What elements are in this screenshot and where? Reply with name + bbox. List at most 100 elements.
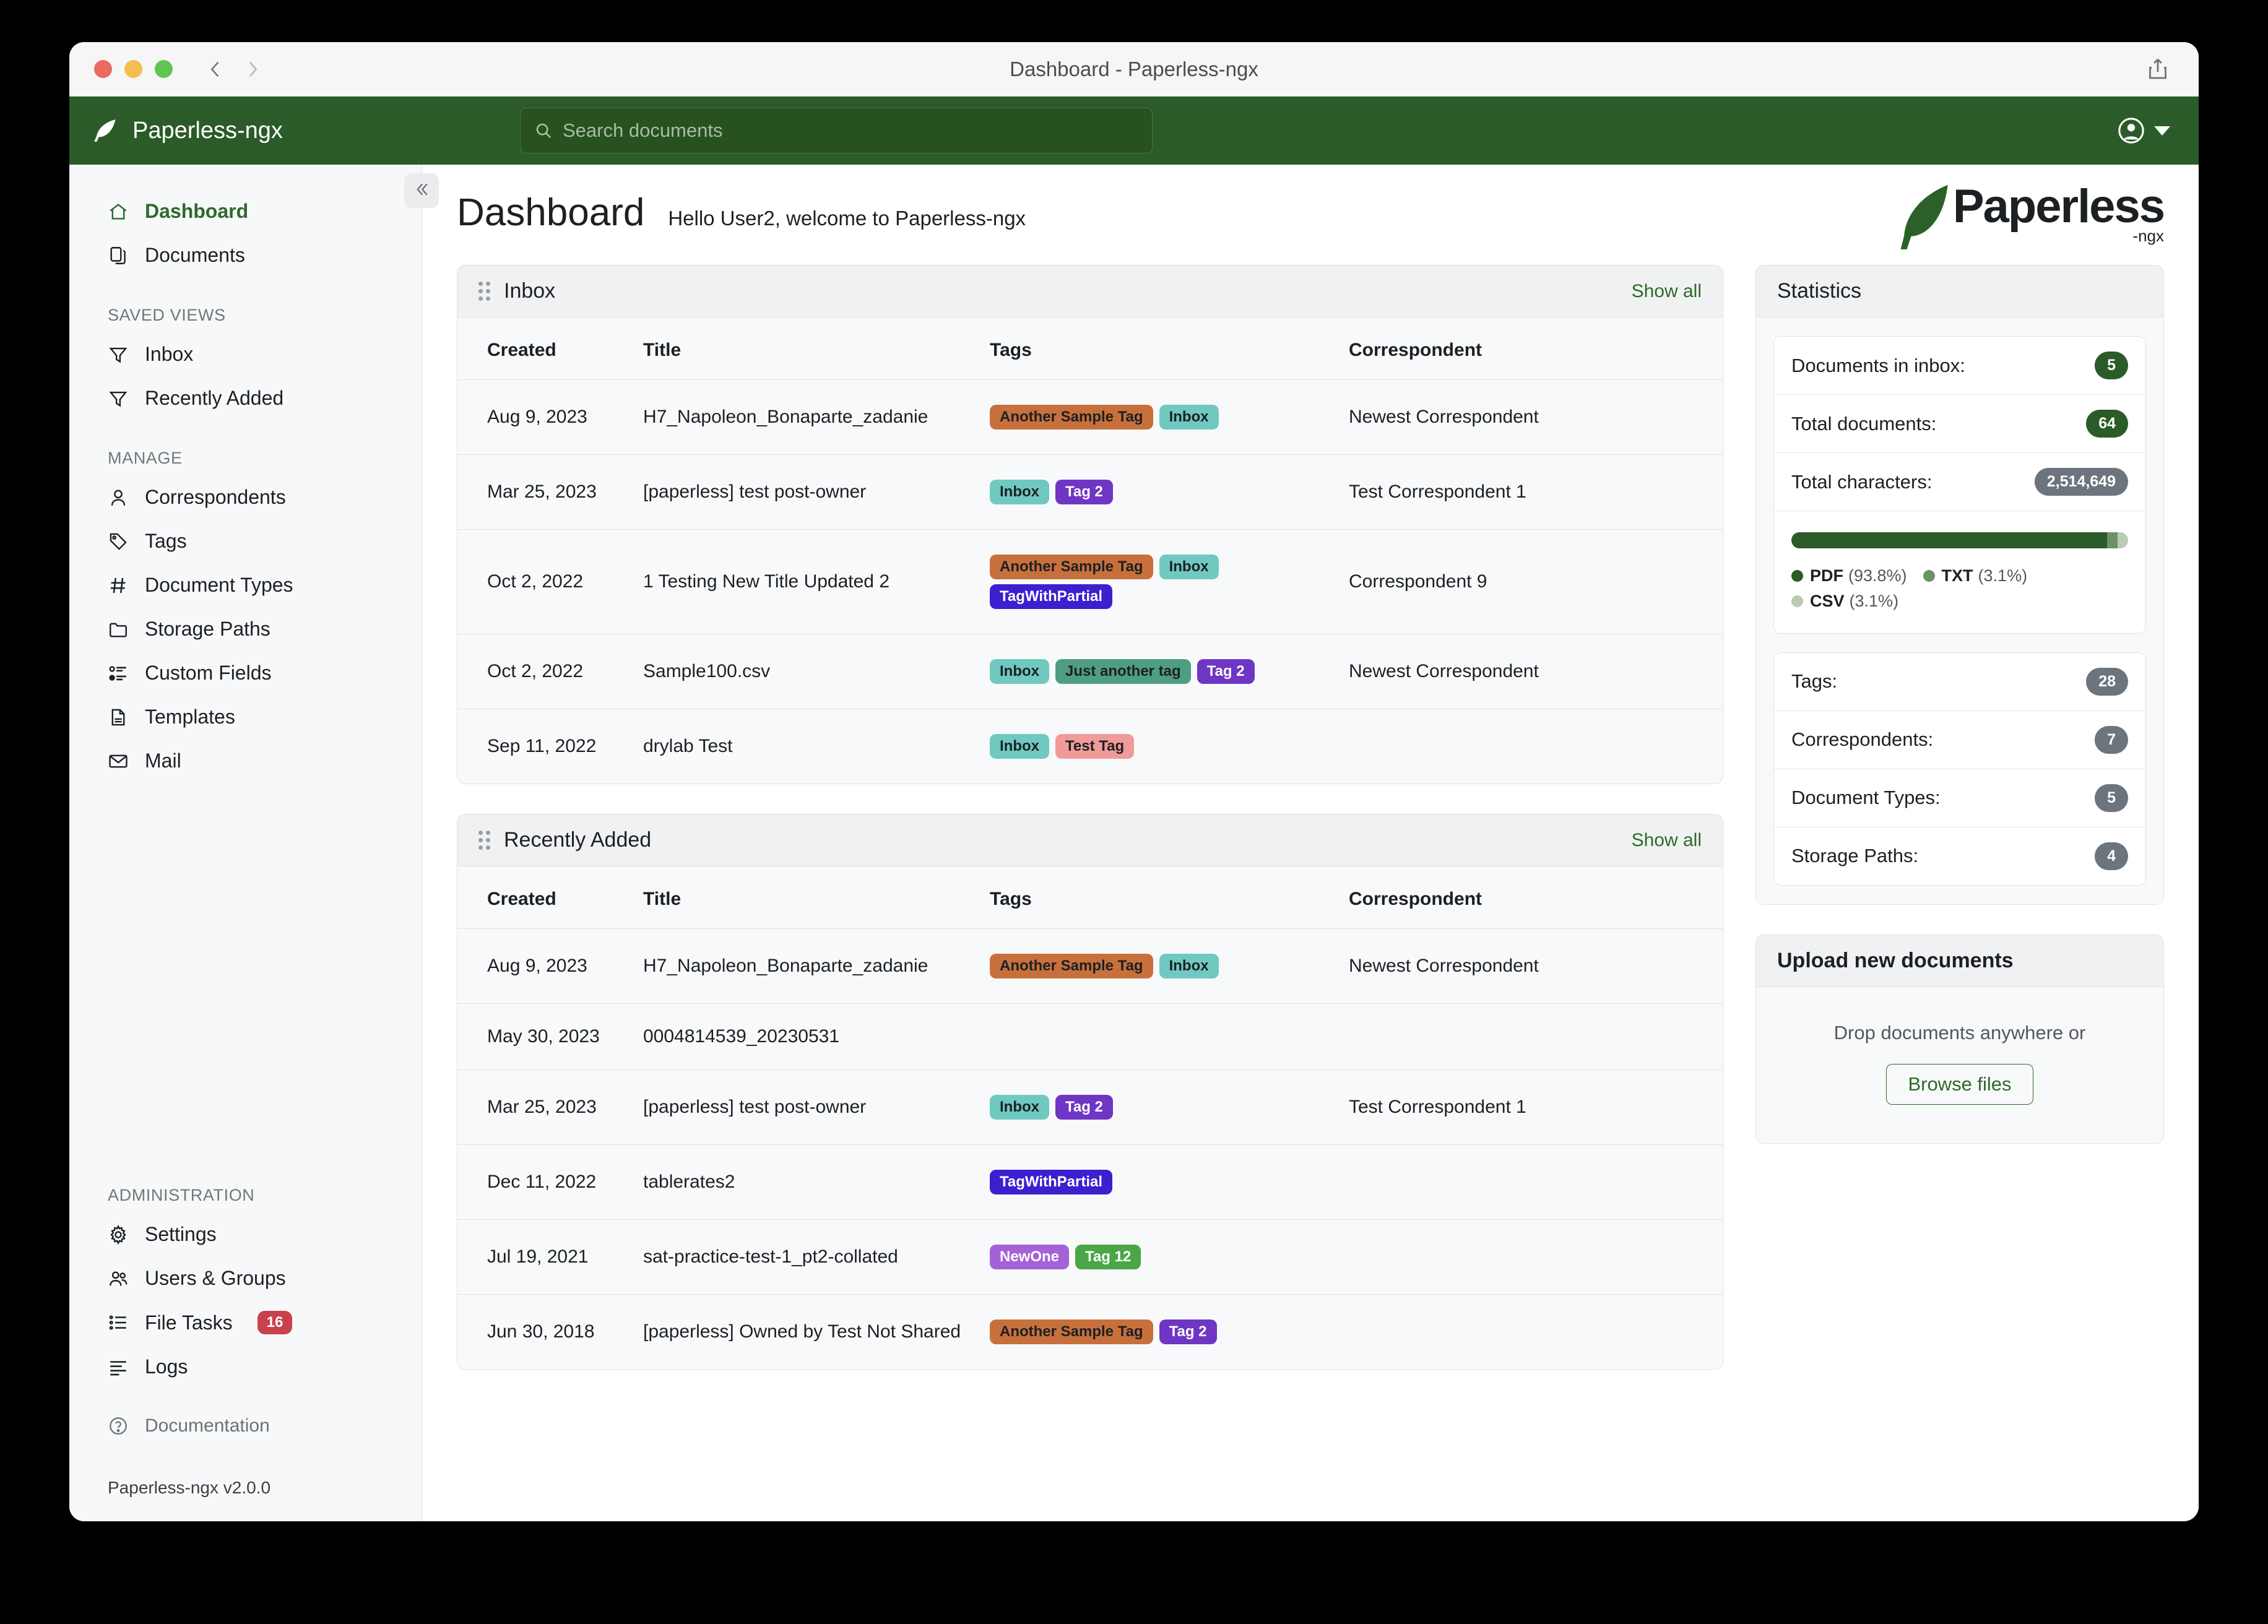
- cell-correspondent: Newest Correspondent: [1349, 928, 1723, 1004]
- table-row[interactable]: Jul 19, 2021 sat-practice-test-1_pt2-coll…: [457, 1219, 1723, 1295]
- sidebar-item-label: Users & Groups: [145, 1267, 286, 1289]
- brand[interactable]: Paperless-ngx: [92, 117, 438, 144]
- sidebar-collapse-button[interactable]: [404, 173, 439, 208]
- search-input[interactable]: [563, 119, 1138, 142]
- stat-value: 7: [2095, 725, 2128, 754]
- tag-chip[interactable]: Just another tag: [1055, 659, 1191, 684]
- table-row[interactable]: Aug 9, 2023 H7_Napoleon_Bonaparte_zadanie…: [457, 379, 1723, 455]
- close-window-button[interactable]: [94, 60, 112, 78]
- sidebar-item-storage-paths[interactable]: Storage Paths: [69, 607, 422, 651]
- share-icon[interactable]: [2145, 56, 2170, 82]
- tag-chip[interactable]: Tag 2: [1055, 1095, 1113, 1120]
- tag-chip[interactable]: NewOne: [990, 1245, 1070, 1269]
- cell-title: sat-practice-test-1_pt2-collated: [643, 1219, 990, 1295]
- tag-chip[interactable]: Inbox: [1159, 555, 1219, 579]
- chevrons-left-icon: [412, 180, 431, 202]
- table-row[interactable]: Oct 2, 2022 1 Testing New Title Updated 2…: [457, 529, 1723, 634]
- tag-chip[interactable]: Tag 2: [1197, 659, 1255, 684]
- maximize-window-button[interactable]: [155, 60, 173, 78]
- tag-chip[interactable]: Another Sample Tag: [990, 1320, 1153, 1344]
- cell-created: Mar 25, 2023: [457, 1069, 643, 1145]
- show-all-link[interactable]: Show all: [1631, 829, 1702, 850]
- cell-title: 0004814539_20230531: [643, 1003, 990, 1070]
- table-row[interactable]: Oct 2, 2022 Sample100.csv Inbox Just anothe…: [457, 634, 1723, 709]
- tag-chip[interactable]: Inbox: [990, 659, 1049, 684]
- sidebar-item-documents[interactable]: Documents: [69, 233, 422, 277]
- cell-created: Aug 9, 2023: [457, 379, 643, 455]
- cell-tags: [990, 1003, 1349, 1070]
- sidebar-item-templates[interactable]: Templates: [69, 695, 422, 739]
- column-header-correspondent: Correspondent: [1349, 866, 1723, 929]
- house-icon: [108, 201, 129, 222]
- sidebar-item-correspondents[interactable]: Correspondents: [69, 475, 422, 519]
- cell-created: Oct 2, 2022: [457, 634, 643, 709]
- show-all-link[interactable]: Show all: [1631, 280, 1702, 301]
- tag-chip[interactable]: Tag 2: [1159, 1320, 1217, 1344]
- sidebar-item-file-tasks[interactable]: File Tasks 16: [69, 1300, 422, 1345]
- chevron-right-icon[interactable]: [242, 59, 263, 80]
- chevron-left-icon[interactable]: [205, 59, 226, 80]
- search-box[interactable]: [520, 108, 1153, 153]
- tag-chip[interactable]: Inbox: [1159, 954, 1219, 978]
- tag-chip[interactable]: Tag 2: [1055, 480, 1113, 504]
- sidebar-item-settings[interactable]: Settings: [69, 1212, 422, 1256]
- minimize-window-button[interactable]: [124, 60, 142, 78]
- sidebar-heading-saved-views: SAVED VIEWS: [108, 306, 226, 324]
- bar-segment-txt: [2107, 532, 2118, 548]
- sidebar-item-tags[interactable]: Tags: [69, 519, 422, 563]
- table-row[interactable]: Dec 11, 2022 tablerates2 TagWithPartial: [457, 1144, 1723, 1220]
- tag-chip[interactable]: Tag 12: [1075, 1245, 1141, 1269]
- user-menu[interactable]: [2117, 116, 2170, 145]
- caret-down-icon[interactable]: [2154, 126, 2170, 136]
- tag-chip[interactable]: Inbox: [1159, 405, 1219, 430]
- tag-icon: [108, 531, 129, 552]
- table-row[interactable]: May 30, 2023 0004814539_20230531: [457, 1003, 1723, 1070]
- sidebar-item-inbox[interactable]: Inbox: [69, 332, 422, 376]
- cell-tags: Another Sample Tag Inbox TagWithPartial: [990, 529, 1349, 634]
- tag-chip[interactable]: Inbox: [990, 480, 1049, 504]
- sidebar-item-document-types[interactable]: Document Types: [69, 563, 422, 607]
- card-title: Statistics: [1777, 279, 1862, 303]
- stat-row: Correspondents: 7: [1774, 710, 2145, 769]
- stat-label: Total documents:: [1791, 412, 1937, 434]
- recently-added-card: Recently Added Show all Created Title Ta…: [457, 814, 1723, 1370]
- sidebar-item-label: Inbox: [145, 343, 194, 365]
- tag-chip[interactable]: Inbox: [990, 734, 1049, 759]
- gear-icon: [108, 1224, 129, 1245]
- file-type-bar: [1791, 532, 2128, 548]
- tag-chip[interactable]: Test Tag: [1055, 734, 1135, 759]
- drag-handle-icon[interactable]: [478, 282, 490, 301]
- tag-chip[interactable]: TagWithPartial: [990, 584, 1113, 609]
- sidebar-item-custom-fields[interactable]: Custom Fields: [69, 651, 422, 695]
- legend-dot-icon: [1791, 595, 1803, 607]
- browse-files-button[interactable]: Browse files: [1886, 1063, 2033, 1105]
- table-row[interactable]: Mar 25, 2023 [paperless] test post-owner I…: [457, 454, 1723, 530]
- cell-tags: Another Sample Tag Inbox: [990, 379, 1349, 455]
- sidebar-item-documentation[interactable]: Documentation: [69, 1405, 422, 1447]
- legend-percent: (3.1%): [1978, 566, 2028, 585]
- sidebar-item-logs[interactable]: Logs: [69, 1345, 422, 1389]
- legend-label: CSV: [1810, 592, 1845, 611]
- stat-label: Document Types:: [1791, 787, 1941, 808]
- sidebar-item-users-groups[interactable]: Users & Groups: [69, 1256, 422, 1300]
- stat-row: Documents in inbox: 5: [1774, 337, 2145, 395]
- legend-item-csv: CSV (3.1%): [1791, 589, 1898, 614]
- sidebar-item-mail[interactable]: Mail: [69, 739, 422, 783]
- sidebar-item-label: Document Types: [145, 574, 293, 596]
- tag-chip[interactable]: Another Sample Tag: [990, 555, 1153, 579]
- sidebar-item-recently-added[interactable]: Recently Added: [69, 376, 422, 420]
- cell-created: Jul 19, 2021: [457, 1219, 643, 1295]
- table-row[interactable]: Jun 30, 2018 [paperless] Owned by Test No…: [457, 1295, 1723, 1370]
- table-row[interactable]: Sep 11, 2022 drylab Test Inbox Test Tag: [457, 709, 1723, 784]
- tag-chip[interactable]: Another Sample Tag: [990, 405, 1153, 430]
- upload-dropzone[interactable]: Drop documents anywhere or Browse files: [1756, 987, 2163, 1143]
- tag-chip[interactable]: TagWithPartial: [990, 1170, 1113, 1194]
- drag-handle-icon[interactable]: [478, 831, 490, 850]
- sidebar-item-dashboard[interactable]: Dashboard: [69, 189, 422, 233]
- table-row[interactable]: Mar 25, 2023 [paperless] test post-owner I…: [457, 1069, 1723, 1145]
- cell-correspondent: Correspondent 9: [1349, 529, 1723, 634]
- tag-chip[interactable]: Another Sample Tag: [990, 954, 1153, 978]
- table-row[interactable]: Aug 9, 2023 H7_Napoleon_Bonaparte_zadanie…: [457, 928, 1723, 1004]
- tag-chip[interactable]: Inbox: [990, 1095, 1049, 1120]
- user-circle-icon[interactable]: [2117, 116, 2145, 145]
